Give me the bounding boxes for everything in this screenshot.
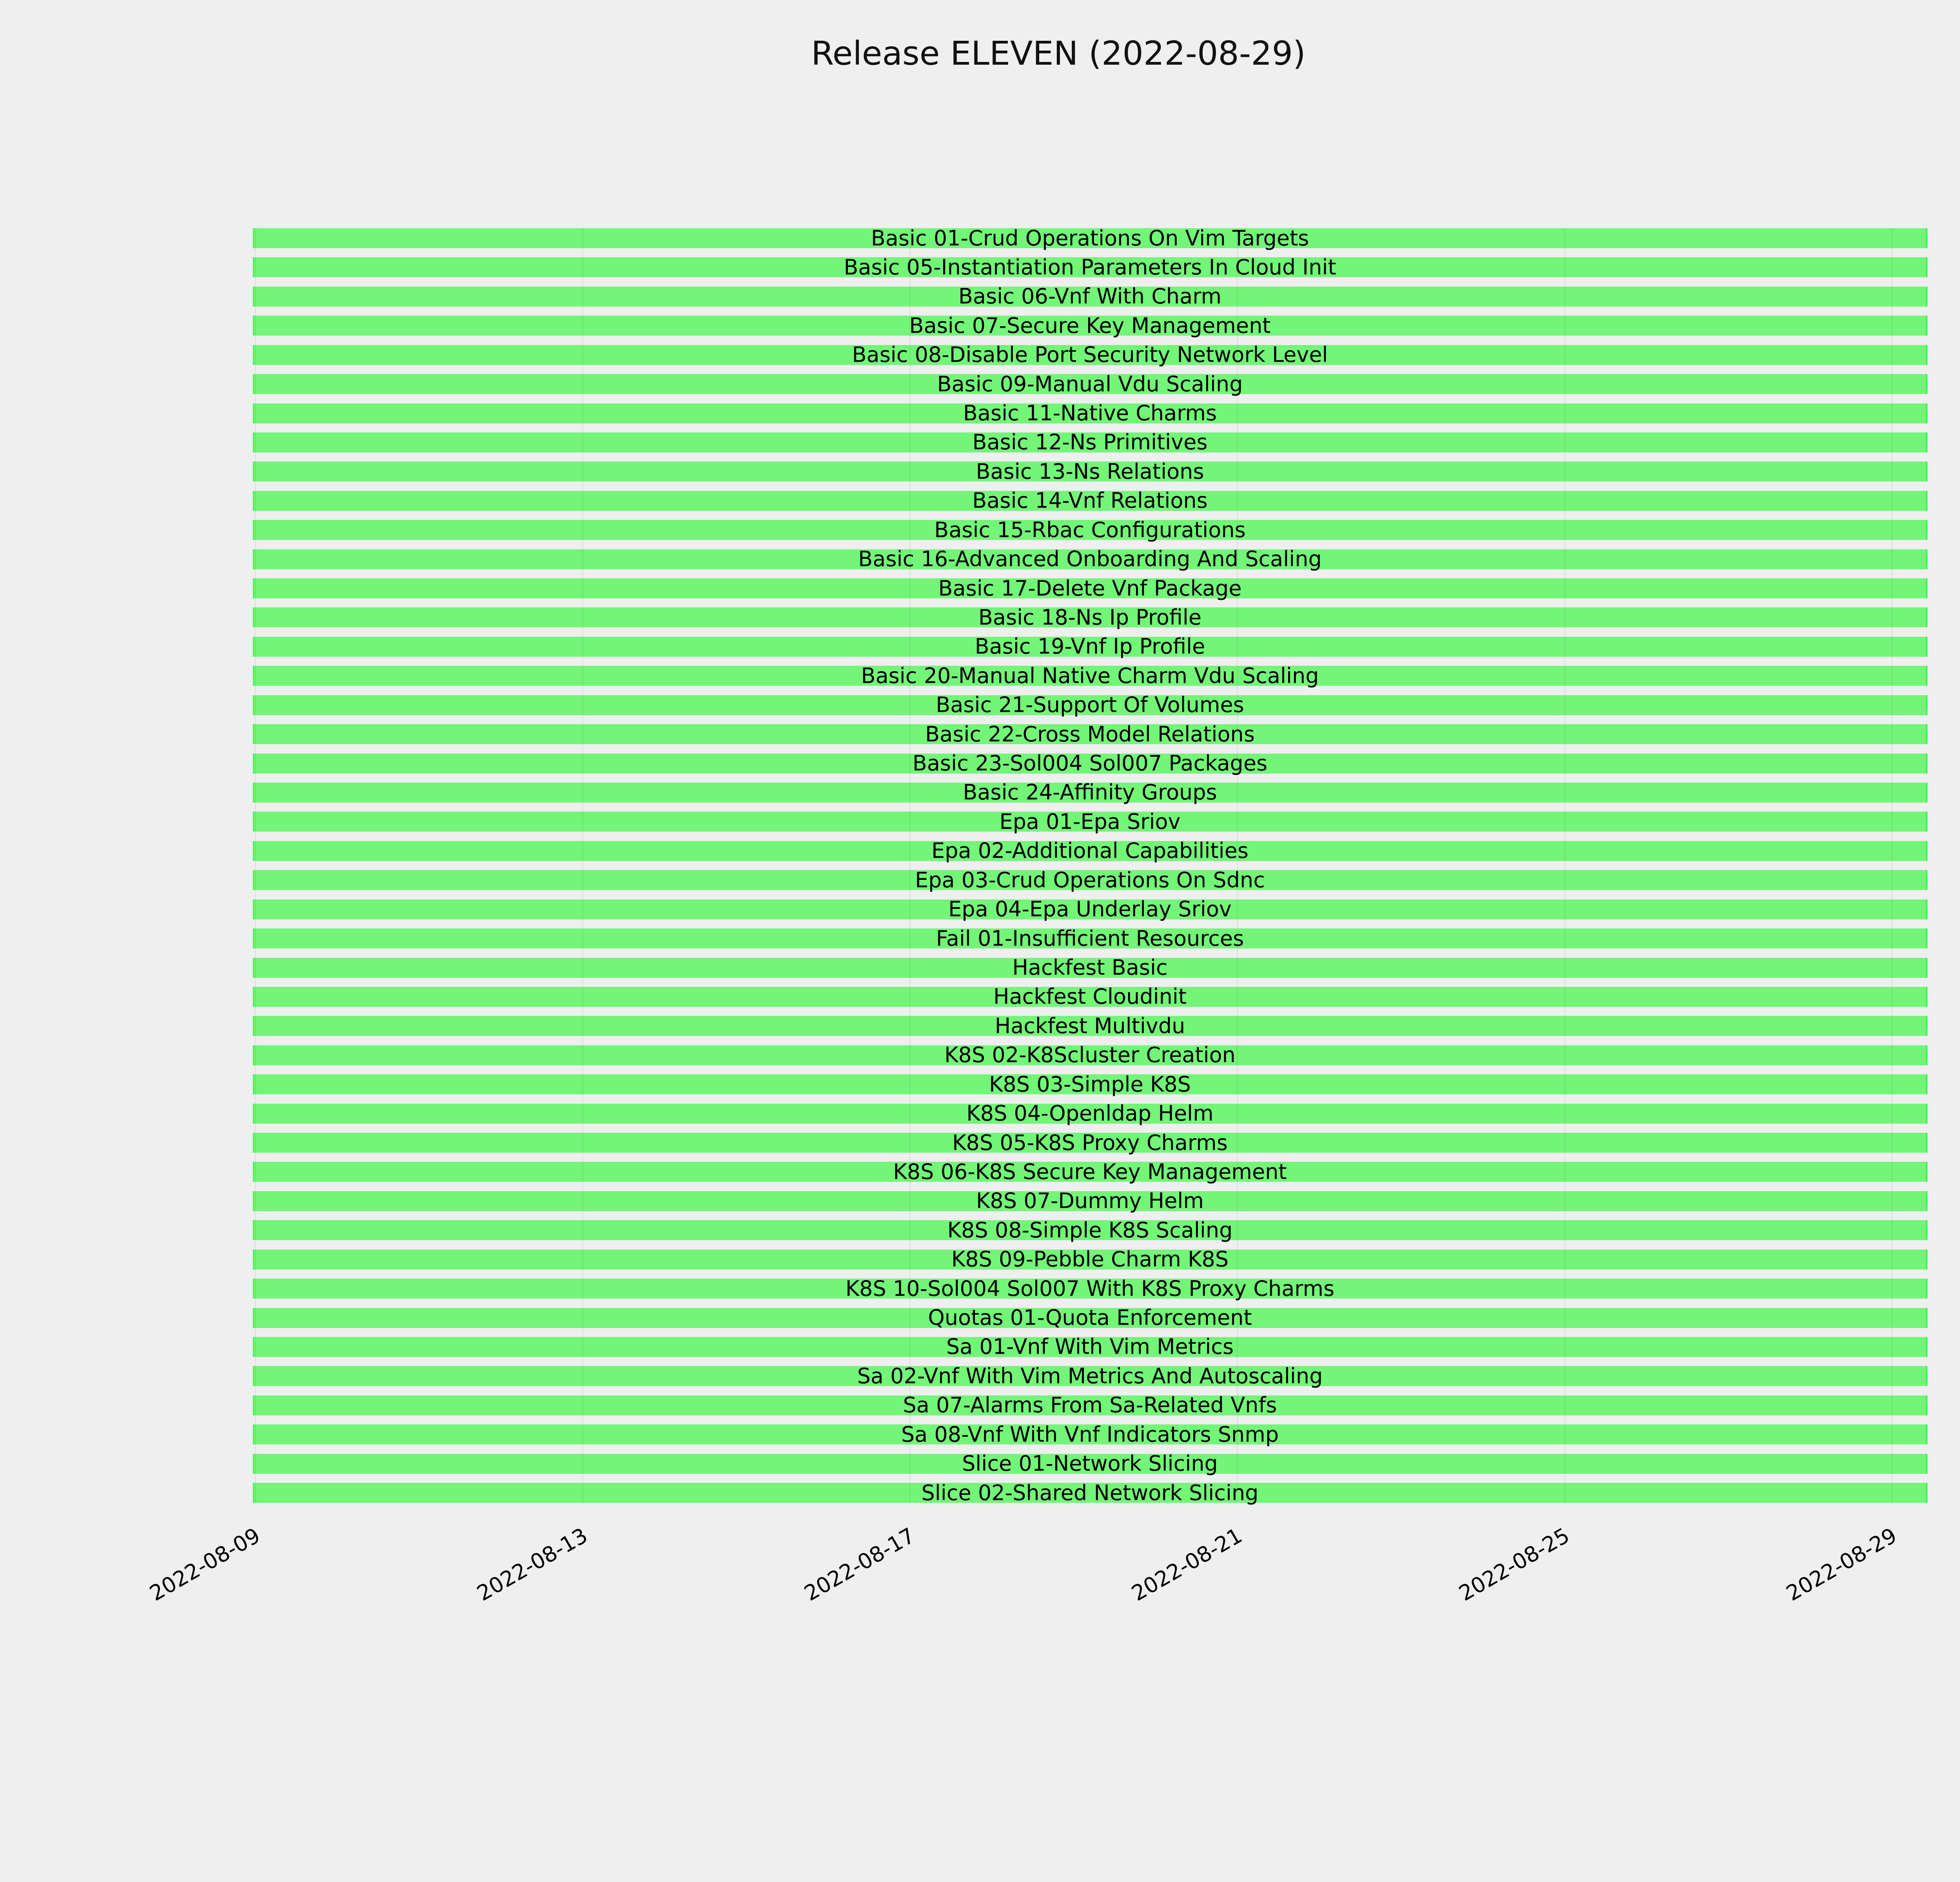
task-bar: K8S 02-K8Scluster Creation [253,1043,1927,1068]
task-label: K8S 02-K8Scluster Creation [944,1043,1236,1068]
task-label: Basic 05-Instantiation Parameters In Clo… [844,254,1336,280]
task-bar: Hackfest Multivdu [253,1013,1927,1038]
task-label: Epa 04-Epa Underlay Sriov [948,897,1232,922]
task-bar: Basic 07-Secure Key Management [253,313,1927,338]
task-label: Basic 14-Vnf Relations [972,488,1208,513]
task-bar: Basic 01-Crud Operations On Vim Targets [253,225,1927,251]
task-bar: K8S 03-Simple K8S [253,1072,1927,1097]
task-label: Sa 07-Alarms From Sa-Related Vnfs [903,1393,1277,1418]
task-bar: Epa 02-Additional Capabilities [253,838,1927,863]
task-label: Slice 02-Shared Network Slicing [921,1480,1259,1505]
plot-area: Basic 01-Crud Operations On Vim Targets … [253,225,1927,1505]
task-bar: K8S 07-Dummy Helm [253,1188,1927,1213]
x-tick-label: 2022-08-29 [1782,1523,1901,1606]
task-label: Hackfest Multivdu [995,1013,1185,1038]
task-label: Basic 09-Manual Vdu Scaling [937,371,1243,396]
task-label: K8S 09-Pebble Charm K8S [951,1247,1229,1272]
task-label: K8S 06-K8S Secure Key Management [893,1159,1287,1184]
task-label: Basic 13-Ns Relations [976,459,1204,484]
task-bar: Basic 18-Ns Ip Profile [253,605,1927,630]
task-bar: Hackfest Basic [253,955,1927,980]
task-label: Epa 01-Epa Sriov [999,809,1181,834]
task-label: Basic 20-Manual Native Charm Vdu Scaling [861,663,1319,688]
chart-title: Release ELEVEN (2022-08-29) [811,34,1306,73]
task-label: Basic 15-Rbac Configurations [934,517,1246,542]
task-label: Basic 16-Advanced Onboarding And Scaling [858,547,1322,572]
x-tick-label: 2022-08-13 [473,1523,592,1606]
task-bar: Basic 11-Native Charms [253,401,1927,426]
task-bar: Slice 01-Network Slicing [253,1451,1927,1476]
task-bar: Sa 07-Alarms From Sa-Related Vnfs [253,1393,1927,1418]
task-bar: Epa 03-Crud Operations On Sdnc [253,867,1927,892]
task-label: Basic 17-Delete Vnf Package [938,576,1242,601]
task-label: K8S 08-Simple K8S Scaling [947,1217,1233,1243]
task-label: Sa 01-Vnf With Vim Metrics [946,1334,1234,1359]
task-label: Basic 11-Native Charms [963,401,1217,426]
task-bar: Basic 16-Advanced Onboarding And Scaling [253,547,1927,572]
task-bar: Quotas 01-Quota Enforcement [253,1305,1927,1330]
task-label: Basic 12-Ns Primitives [972,430,1208,455]
task-bar: K8S 05-K8S Proxy Charms [253,1130,1927,1155]
task-label: Basic 21-Support Of Volumes [936,692,1244,718]
task-bar: Basic 17-Delete Vnf Package [253,576,1927,601]
task-label: Basic 01-Crud Operations On Vim Targets [871,225,1309,251]
task-bar: Epa 04-Epa Underlay Sriov [253,897,1927,922]
task-bar: Hackfest Cloudinit [253,984,1927,1009]
task-bar: Basic 24-Affinity Groups [253,780,1927,805]
task-bar: Sa 02-Vnf With Vim Metrics And Autoscali… [253,1363,1927,1388]
task-label: Basic 07-Secure Key Management [909,313,1271,338]
x-tick-label: 2022-08-25 [1455,1523,1574,1606]
task-bar: Basic 22-Cross Model Relations [253,721,1927,747]
x-axis: 2022-08-09 2022-08-13 2022-08-17 2022-08-21… [0,1522,1960,1687]
task-label: Basic 18-Ns Ip Profile [978,605,1202,630]
task-bar: Fail 01-Insufficient Resources [253,926,1927,951]
task-bar: Sa 08-Vnf With Vnf Indicators Snmp [253,1422,1927,1447]
task-label: Epa 02-Additional Capabilities [931,838,1249,863]
task-bar: Basic 06-Vnf With Charm [253,284,1927,309]
task-bar: K8S 06-K8S Secure Key Management [253,1159,1927,1184]
task-label: Basic 23-Sol004 Sol007 Packages [912,751,1268,776]
task-bar: Basic 23-Sol004 Sol007 Packages [253,751,1927,776]
task-label: Slice 01-Network Slicing [962,1451,1218,1476]
task-label: Sa 08-Vnf With Vnf Indicators Snmp [901,1422,1279,1447]
task-label: Basic 19-Vnf Ip Profile [975,634,1205,659]
task-label: K8S 05-K8S Proxy Charms [952,1130,1228,1155]
task-bar: Epa 01-Epa Sriov [253,809,1927,834]
task-bar: Basic 09-Manual Vdu Scaling [253,371,1927,396]
task-bar: Basic 13-Ns Relations [253,459,1927,484]
task-label: K8S 03-Simple K8S [989,1072,1191,1097]
task-label: Hackfest Cloudinit [993,984,1187,1009]
task-label: Basic 22-Cross Model Relations [925,721,1255,747]
task-bars: Basic 01-Crud Operations On Vim Targets … [253,225,1927,1505]
task-bar: Basic 12-Ns Primitives [253,430,1927,455]
task-bar: Slice 02-Shared Network Slicing [253,1480,1927,1505]
task-label: K8S 10-Sol004 Sol007 With K8S Proxy Char… [845,1276,1335,1301]
task-bar: Basic 08-Disable Port Security Network L… [253,342,1927,367]
task-bar: K8S 09-Pebble Charm K8S [253,1247,1927,1272]
task-label: Quotas 01-Quota Enforcement [928,1305,1252,1330]
task-bar: Basic 14-Vnf Relations [253,488,1927,513]
task-label: Hackfest Basic [1012,955,1168,980]
task-bar: Basic 05-Instantiation Parameters In Clo… [253,254,1927,280]
task-bar: Sa 01-Vnf With Vim Metrics [253,1334,1927,1359]
task-label: Basic 06-Vnf With Charm [958,284,1222,309]
task-label: K8S 04-Openldap Helm [966,1101,1214,1126]
task-label: Sa 02-Vnf With Vim Metrics And Autoscali… [857,1363,1323,1388]
task-label: K8S 07-Dummy Helm [976,1188,1204,1213]
task-label: Fail 01-Insufficient Resources [936,926,1244,951]
task-bar: Basic 21-Support Of Volumes [253,692,1927,718]
task-bar: Basic 20-Manual Native Charm Vdu Scaling [253,663,1927,688]
task-bar: Basic 19-Vnf Ip Profile [253,634,1927,659]
task-label: Epa 03-Crud Operations On Sdnc [915,867,1265,892]
x-tick-label: 2022-08-09 [145,1523,265,1606]
task-bar: K8S 10-Sol004 Sol007 With K8S Proxy Char… [253,1276,1927,1301]
task-bar: K8S 08-Simple K8S Scaling [253,1217,1927,1243]
task-bar: K8S 04-Openldap Helm [253,1101,1927,1126]
x-tick-label: 2022-08-17 [800,1523,919,1606]
task-bar: Basic 15-Rbac Configurations [253,517,1927,542]
task-label: Basic 24-Affinity Groups [963,780,1217,805]
x-tick-label: 2022-08-21 [1127,1523,1247,1606]
task-label: Basic 08-Disable Port Security Network L… [852,342,1328,367]
